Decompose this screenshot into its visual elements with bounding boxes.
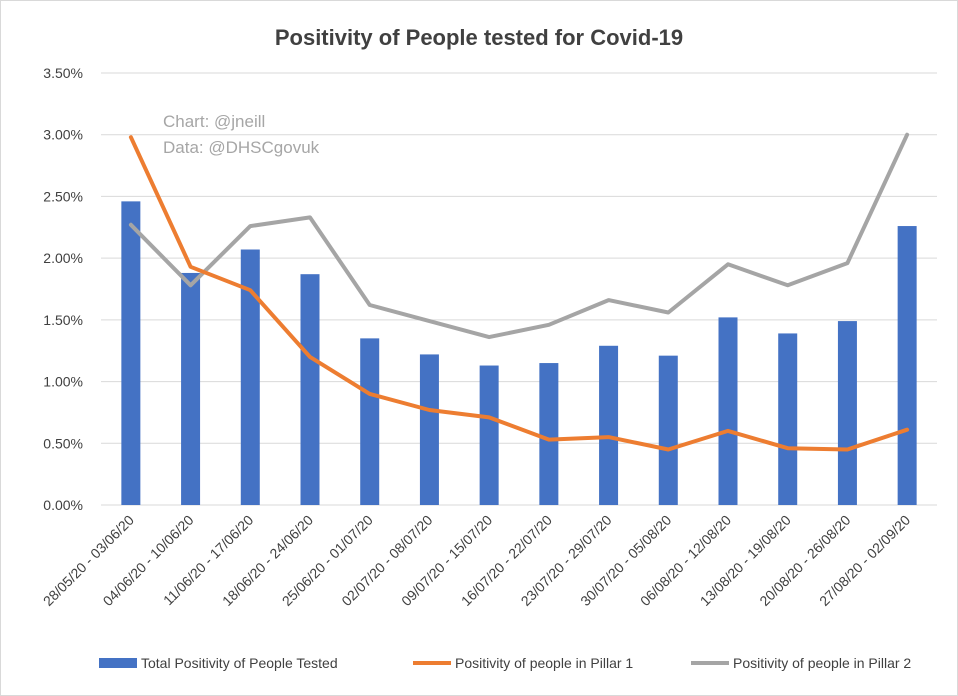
y-axis-ticks: 0.00% 0.50% 1.00% 1.50% 2.00% 2.50% 3.00% 3.50% (43, 65, 83, 513)
bar (479, 365, 499, 505)
legend: Total Positivity of People Tested Positiv… (99, 655, 911, 671)
y-tick-label: 3.00% (43, 127, 83, 143)
bar-series (121, 201, 917, 505)
y-tick-label: 2.00% (43, 250, 83, 266)
bar (599, 345, 619, 505)
annotation-chart-credit: Chart: @jneill (163, 112, 265, 131)
bar (181, 272, 201, 505)
series-line (128, 135, 910, 452)
bar (837, 321, 857, 505)
bar (240, 249, 260, 505)
bar (658, 355, 678, 505)
annotation-data-credit: Data: @DHSCgovuk (163, 138, 320, 157)
legend-label: Total Positivity of People Tested (141, 655, 338, 671)
y-tick-label: 2.50% (43, 188, 83, 204)
gridlines (101, 72, 937, 506)
legend-label: Positivity of people in Pillar 2 (733, 655, 911, 671)
y-tick-label: 1.00% (43, 374, 83, 390)
line-series (128, 132, 910, 452)
y-tick-label: 0.50% (43, 435, 83, 451)
bar (539, 363, 559, 505)
bar (718, 317, 738, 505)
series-line (128, 132, 910, 340)
legend-swatch (99, 658, 137, 668)
bar (121, 201, 141, 505)
bar (778, 333, 798, 505)
y-tick-label: 1.50% (43, 312, 83, 328)
y-tick-label: 0.00% (43, 497, 83, 513)
bar (300, 274, 320, 505)
chart-title: Positivity of People tested for Covid-19 (275, 25, 683, 50)
bar (360, 338, 380, 505)
bar (897, 226, 917, 505)
y-tick-label: 3.50% (43, 65, 83, 81)
bar (419, 354, 439, 505)
legend-label: Positivity of people in Pillar 1 (455, 655, 633, 671)
